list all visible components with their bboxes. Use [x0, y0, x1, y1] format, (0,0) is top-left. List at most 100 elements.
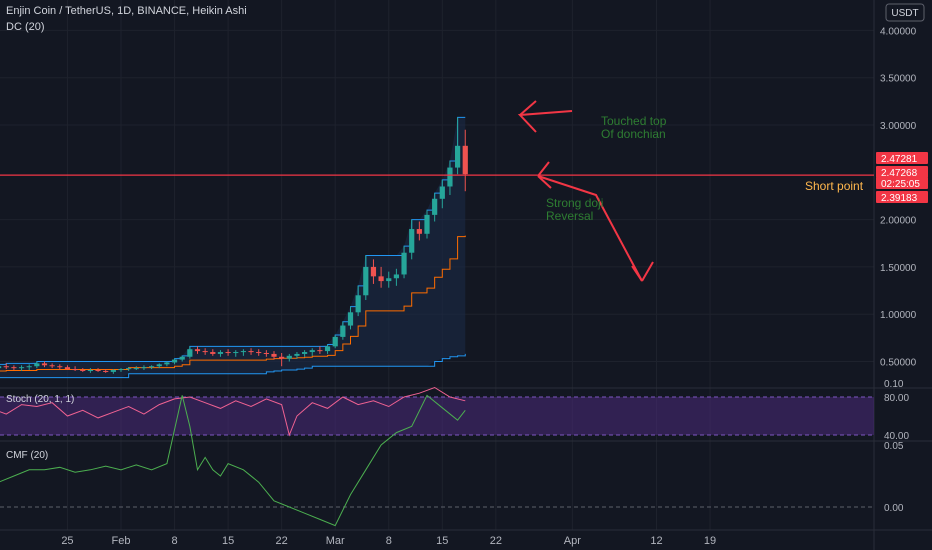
- stoch-panel-label[interactable]: Stoch (20, 1, 1): [6, 394, 74, 405]
- candle-50[interactable]: [355, 295, 361, 313]
- candle-8[interactable]: [34, 363, 40, 367]
- candle-64[interactable]: [462, 145, 468, 175]
- dc-indicator-label[interactable]: DC (20): [6, 21, 45, 33]
- dc-upper: [0, 116, 466, 365]
- candle-58[interactable]: [416, 229, 422, 234]
- candle-63[interactable]: [455, 145, 461, 168]
- candle-6[interactable]: [18, 367, 25, 369]
- candle-16[interactable]: [95, 370, 101, 372]
- candle-38[interactable]: [263, 352, 269, 354]
- candle-44[interactable]: [309, 350, 315, 353]
- candle-17[interactable]: [103, 370, 109, 372]
- candle-54[interactable]: [386, 278, 392, 282]
- short-point-label: Short point: [805, 179, 864, 193]
- candle-12[interactable]: [64, 367, 71, 370]
- arrow-down-tail: [537, 161, 552, 189]
- candle-33[interactable]: [225, 352, 231, 354]
- candle-25[interactable]: [164, 362, 170, 365]
- candle-47[interactable]: [332, 336, 338, 347]
- currency-label: USDT: [891, 8, 918, 19]
- candle-32[interactable]: [217, 352, 224, 354]
- price-tick-4: 1.50000: [880, 263, 917, 274]
- candle-36[interactable]: [248, 351, 254, 353]
- candle-24[interactable]: [156, 364, 162, 367]
- currency-button[interactable]: [885, 3, 925, 22]
- candle-3[interactable]: [0, 366, 2, 369]
- candle-34[interactable]: [233, 352, 239, 354]
- price-badge-1: 2.47268: [881, 168, 918, 179]
- candle-55[interactable]: [393, 274, 399, 279]
- candle-11[interactable]: [57, 366, 63, 368]
- candle-45[interactable]: [317, 350, 323, 352]
- time-tick-3: 15: [222, 535, 234, 547]
- price-tick-3: 2.00000: [880, 216, 917, 227]
- time-tick-5: Mar: [326, 535, 345, 547]
- price-tick-5: 1.00000: [880, 310, 917, 321]
- candle-15[interactable]: [87, 370, 93, 372]
- candle-41[interactable]: [286, 355, 292, 359]
- price-axis[interactable]: 4.00000 3.50000 3.00000 2.00000 1.50000 1.000…: [880, 26, 917, 368]
- candle-60[interactable]: [432, 198, 438, 215]
- candle-42[interactable]: [294, 353, 300, 356]
- candle-4[interactable]: [3, 366, 9, 368]
- symbol-title[interactable]: Enjin Coin / TetherUS, 1D, BINANCE, Heik…: [6, 5, 247, 17]
- candle-35[interactable]: [240, 351, 246, 353]
- candle-19[interactable]: [118, 369, 124, 371]
- price-badge-bg-3: [876, 191, 928, 203]
- cmf-line: [0, 394, 466, 527]
- stoch-tick-0: 80.00: [884, 393, 909, 404]
- candle-14[interactable]: [80, 370, 86, 372]
- cmf-tick-1: 0.05: [884, 441, 904, 452]
- candle-series[interactable]: [0, 117, 468, 377]
- arrow-down[interactable]: [537, 175, 643, 282]
- candle-26[interactable]: [171, 359, 178, 363]
- candle-10[interactable]: [49, 365, 55, 367]
- candle-28[interactable]: [187, 349, 193, 357]
- candle-5[interactable]: [11, 367, 17, 369]
- time-tick-6: 8: [386, 535, 392, 547]
- time-tick-1: Feb: [112, 535, 131, 547]
- price-tick-2: 3.00000: [880, 121, 917, 132]
- candle-23[interactable]: [149, 366, 155, 368]
- candle-48[interactable]: [340, 325, 346, 337]
- cmf-panel-label[interactable]: CMF (20): [6, 450, 48, 461]
- candle-27[interactable]: [179, 356, 185, 360]
- candle-49[interactable]: [347, 312, 354, 326]
- candle-46[interactable]: [324, 346, 331, 352]
- doji-note-line2: Reversal: [546, 209, 593, 223]
- candle-37[interactable]: [256, 352, 262, 354]
- top-note-line2: Of donchian: [601, 127, 666, 141]
- candle-30[interactable]: [202, 351, 208, 353]
- candle-20[interactable]: [126, 368, 132, 370]
- candle-57[interactable]: [409, 229, 415, 253]
- time-axis[interactable]: 25 Feb 8 15 22 Mar 8 15 22 Apr 12 19: [61, 535, 716, 547]
- candle-56[interactable]: [401, 252, 407, 275]
- candle-51[interactable]: [363, 266, 369, 296]
- candle-53[interactable]: [378, 276, 384, 282]
- cmf-tick-0: 0.10: [884, 379, 904, 390]
- price-badge-3: 2.39183: [881, 193, 918, 204]
- candle-40[interactable]: [279, 356, 285, 359]
- arrow-down-head: [631, 261, 654, 282]
- candle-62[interactable]: [447, 167, 453, 187]
- candle-29[interactable]: [194, 349, 201, 352]
- candle-13[interactable]: [72, 369, 78, 371]
- candle-39[interactable]: [271, 353, 277, 357]
- candle-21[interactable]: [133, 368, 139, 370]
- drawn-arrows[interactable]: [517, 100, 654, 282]
- candle-18[interactable]: [110, 370, 116, 372]
- price-badge-bg-1: [876, 166, 928, 178]
- candle-31[interactable]: [210, 352, 216, 354]
- top-note-line1: Touched top: [601, 114, 667, 128]
- candle-59[interactable]: [424, 214, 430, 234]
- time-tick-8: 22: [490, 535, 502, 547]
- candle-7[interactable]: [26, 366, 32, 368]
- candle-9[interactable]: [41, 363, 48, 366]
- candle-43[interactable]: [302, 352, 308, 354]
- candle-22[interactable]: [141, 367, 147, 369]
- stoch-tick-1: 40.00: [884, 431, 909, 442]
- candle-61[interactable]: [439, 186, 445, 199]
- candle-52[interactable]: [370, 266, 377, 277]
